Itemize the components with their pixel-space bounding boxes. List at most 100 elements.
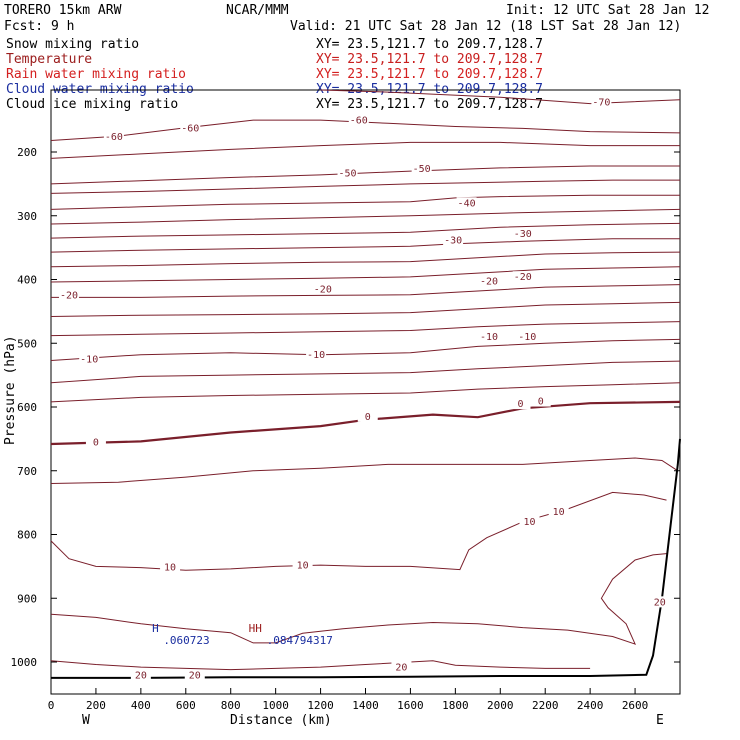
x-tick-label: 1800 xyxy=(442,699,469,712)
contour-label: -30 xyxy=(514,229,532,240)
contour-label: -30 xyxy=(444,235,462,246)
contour-label: -10 xyxy=(80,354,98,365)
contour-label: 10 xyxy=(164,562,176,573)
isotherm-line xyxy=(50,179,680,194)
cloud-label: .060723 xyxy=(163,634,209,647)
x-tick-label: 200 xyxy=(86,699,106,712)
isotherm-line xyxy=(50,141,680,159)
x-axis-label: Distance (km) xyxy=(230,713,332,728)
x-end-label-east: E xyxy=(656,713,664,728)
contour-label-bg xyxy=(479,331,500,343)
contour-label: 0 xyxy=(93,437,99,448)
cloud-label: H xyxy=(152,622,159,635)
x-tick-label: 1400 xyxy=(352,699,379,712)
isotherm-line xyxy=(50,266,681,283)
field-xy-range: XY= 23.5,121.7 to 209.7,128.7 xyxy=(316,67,543,82)
y-tick-label: 500 xyxy=(17,337,37,350)
isotherm-line xyxy=(50,251,681,268)
contour-label-group: -60 -60 -60 -70 -50 -50 -40 -30 -30 -20 -20 -20 -20 -… xyxy=(58,96,670,682)
contour-label-bg xyxy=(130,669,151,681)
contour-label: 20 xyxy=(395,662,407,673)
contour-label-bg xyxy=(103,130,124,142)
contour-label: 20 xyxy=(135,671,147,682)
contour-label-bg xyxy=(512,227,533,239)
contour-label: 20 xyxy=(654,597,666,608)
contour-label-bg xyxy=(456,197,477,209)
y-tick-label: 800 xyxy=(17,529,37,542)
x-tick-label: 0 xyxy=(48,699,55,712)
isotherm-line xyxy=(50,382,681,403)
contour-label-bg xyxy=(292,559,313,571)
y-tick-label: 300 xyxy=(17,210,37,223)
org-label: NCAR/MMM xyxy=(226,3,289,18)
isotherm-line xyxy=(50,208,681,225)
contour-label-bg xyxy=(591,96,612,108)
terrain-line xyxy=(51,438,681,679)
contour-label: -20 xyxy=(314,284,332,295)
contour-label: 10 xyxy=(553,507,565,518)
contour-label: 0 xyxy=(538,397,544,408)
contour-label-bg xyxy=(348,114,369,126)
contour-label-bg xyxy=(312,283,333,295)
contour-label: -60 xyxy=(105,132,123,143)
y-tick-label: 600 xyxy=(17,401,37,414)
field-xy-range: XY= 23.5,121.7 to 209.7,128.7 xyxy=(316,37,543,52)
contour-label-bg xyxy=(357,410,378,422)
x-tick-label: 600 xyxy=(176,699,196,712)
x-tick-label: 2000 xyxy=(487,699,514,712)
y-tick-label: 400 xyxy=(17,274,37,287)
contour-label: -10 xyxy=(480,332,498,343)
contour-label: -20 xyxy=(480,277,498,288)
contour-label-bg xyxy=(337,167,358,179)
forecast-hour: Fcst: 9 h xyxy=(4,19,74,34)
contour-label-bg xyxy=(58,289,79,301)
x-tick-label: 2600 xyxy=(622,699,649,712)
axis-group: 0 200 400 600 800 1000 1200 1400 1600 1800 2000 220… xyxy=(11,146,680,712)
init-time: Init: 12 UTC Sat 28 Jan 12 xyxy=(506,3,710,18)
y-tick-label: 200 xyxy=(17,146,37,159)
contour-label-bg xyxy=(79,353,100,365)
contour-label-bg xyxy=(479,275,500,287)
contour-label-bg xyxy=(530,395,551,407)
field-name: Snow mixing ratio xyxy=(6,37,139,52)
contour-label: -60 xyxy=(350,115,368,126)
contour-label: -50 xyxy=(413,164,431,175)
contour-label: 20 xyxy=(189,671,201,682)
isotherm-line xyxy=(320,89,681,105)
isotherm-line xyxy=(50,238,680,253)
cloud-label-group: H .060723 HH .084794317 xyxy=(152,622,333,647)
isotherm-group xyxy=(50,89,681,671)
contour-label: -20 xyxy=(514,272,532,283)
terrain-group xyxy=(51,438,681,679)
contour-label-bg xyxy=(548,505,569,517)
contour-label-bg xyxy=(391,661,412,673)
field-xy-range: XY= 23.5,121.7 to 209.7,128.7 xyxy=(316,97,543,112)
contour-label: -20 xyxy=(60,291,78,302)
model-title: TORERO 15km ARW xyxy=(4,3,122,18)
x-tick-label: 800 xyxy=(221,699,241,712)
field-name: Rain water mixing ratio xyxy=(6,67,186,82)
isotherm-line xyxy=(50,321,681,337)
contour-label: 10 xyxy=(523,517,535,528)
contour-label-bg xyxy=(180,122,201,134)
contour-label: 10 xyxy=(297,560,309,571)
x-tick-label: 1000 xyxy=(262,699,289,712)
isotherm-line xyxy=(50,222,681,239)
isotherm-line xyxy=(50,194,680,210)
cloud-label: .084794317 xyxy=(267,634,333,647)
contour-label: 0 xyxy=(517,399,523,410)
contour-label-bg xyxy=(519,516,540,528)
cloud-label: HH xyxy=(249,622,262,635)
contour-label-bg xyxy=(517,331,538,343)
isotherm-line xyxy=(50,491,667,571)
field-xy-range: XY= 23.5,121.7 to 209.7,128.7 xyxy=(316,52,543,67)
contour-label: -70 xyxy=(592,98,610,109)
field-name: Cloud ice mixing ratio xyxy=(6,97,178,112)
contour-label-bg xyxy=(649,596,670,608)
x-end-label-west: W xyxy=(82,713,90,728)
contour-label: 0 xyxy=(365,412,371,423)
y-tick-label: 900 xyxy=(17,592,37,605)
contour-label-bg xyxy=(306,349,327,360)
contour-label: -10 xyxy=(518,332,536,343)
